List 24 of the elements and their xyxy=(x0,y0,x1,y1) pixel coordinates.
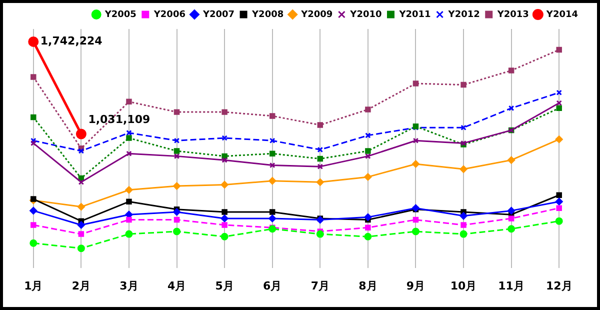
x-tick-label: 8月 xyxy=(358,279,378,292)
x-tick-label: 10月 xyxy=(450,279,477,292)
legend-label: Y2006 xyxy=(152,10,186,20)
legend-label: Y2010 xyxy=(349,10,382,20)
legend-label: Y2013 xyxy=(496,10,529,20)
legend-label: Y2012 xyxy=(447,10,480,20)
legend-label: Y2014 xyxy=(545,10,578,20)
legend-label: Y2009 xyxy=(300,10,333,20)
x-tick-label: 4月 xyxy=(167,279,186,292)
x-tick-label: 6月 xyxy=(263,279,282,292)
legend-label: Y2005 xyxy=(104,10,136,20)
x-tick-label: 7月 xyxy=(310,279,330,292)
x-tick-label: 2月 xyxy=(72,279,91,292)
data-label: 1,031,109 xyxy=(88,112,150,126)
legend-label: Y2007 xyxy=(202,10,235,20)
x-tick-label: 1月 xyxy=(24,279,43,292)
data-label: 1,742,224 xyxy=(40,34,103,48)
x-tick-label: 11月 xyxy=(498,279,524,292)
legend-label: Y2011 xyxy=(398,10,431,20)
x-tick-label: 3月 xyxy=(120,279,138,292)
x-tick-label: 5月 xyxy=(215,279,234,292)
x-tick-label: 12月 xyxy=(546,279,572,292)
x-tick-label: 9月 xyxy=(406,279,426,292)
legend-label: Y2008 xyxy=(251,10,284,20)
